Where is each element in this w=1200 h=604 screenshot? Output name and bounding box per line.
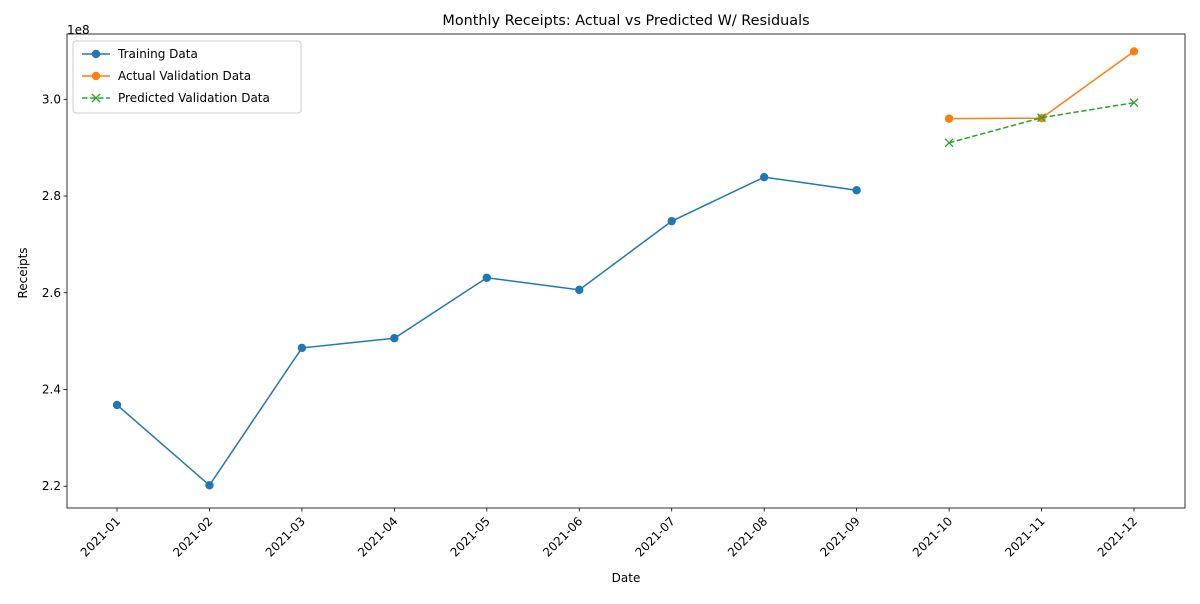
x-tick-label: 2021-06: [540, 514, 585, 559]
legend: Training Data Actual Validation Data Predi…: [72, 40, 302, 114]
x-tick-label: 2021-11: [1002, 514, 1047, 559]
x-tick-label: 2021-07: [632, 514, 677, 559]
legend-item: Actual Validation Data: [82, 69, 251, 83]
data-point: [205, 481, 214, 490]
data-point: [944, 138, 954, 148]
data-point: [575, 285, 584, 295]
x-tick-label: 2021-05: [448, 514, 493, 559]
data-point: [759, 172, 769, 182]
series-line: [116, 176, 857, 487]
data-point: [112, 400, 122, 410]
x-tick-label: 2021-04: [355, 514, 400, 559]
data-point: [390, 334, 399, 343]
x-tick-label: 2021-10: [910, 514, 955, 559]
y-tick-label: 2.6: [42, 286, 61, 300]
series-training-data: [112, 172, 861, 490]
y-offset-label: 1e8: [67, 23, 90, 37]
data-point: [1129, 47, 1139, 56]
series-predicted-validation-data: [944, 98, 1139, 148]
series-actual-validation-data: [944, 47, 1139, 123]
x-tick-label: 2021-01: [78, 514, 123, 559]
legend-item: Training Data: [82, 47, 198, 61]
x-tick-label: 2021-08: [725, 514, 770, 559]
series-line: [949, 50, 1135, 120]
data-point: [944, 114, 954, 123]
data-point: [1037, 113, 1047, 123]
y-tick-label: 2.4: [42, 383, 61, 397]
series-line: [948, 101, 1135, 144]
y-tick-label: 2.8: [42, 189, 61, 203]
y-tick-label: 3.0: [42, 92, 61, 106]
legend-box: [72, 40, 302, 114]
legend-marker: [91, 71, 101, 81]
legend-marker: [91, 93, 101, 103]
data-point: [1129, 98, 1139, 108]
legend-item: Predicted Validation Data: [82, 91, 270, 105]
chart-title: Monthly Receipts: Actual vs Predicted W/…: [442, 13, 809, 29]
data-point: [297, 343, 307, 353]
legend-label: Predicted Validation Data: [118, 91, 270, 105]
legend-label: Actual Validation Data: [118, 69, 251, 83]
x-tick-label: 2021-02: [170, 514, 215, 559]
x-tick-label: 2021-09: [817, 514, 862, 559]
legend-marker: [91, 49, 101, 59]
y-axis-title: Receipts: [16, 247, 30, 298]
plot-frame: [66, 33, 1186, 509]
x-axis-title: Date: [612, 571, 641, 585]
data-point: [667, 216, 676, 226]
data-point: [482, 273, 492, 282]
x-tick-label: 2021-03: [263, 514, 308, 559]
data-point: [852, 186, 861, 195]
legend-label: Training Data: [117, 47, 198, 61]
y-tick-label: 2.2: [42, 479, 61, 493]
x-tick-label: 2021-12: [1095, 514, 1140, 559]
